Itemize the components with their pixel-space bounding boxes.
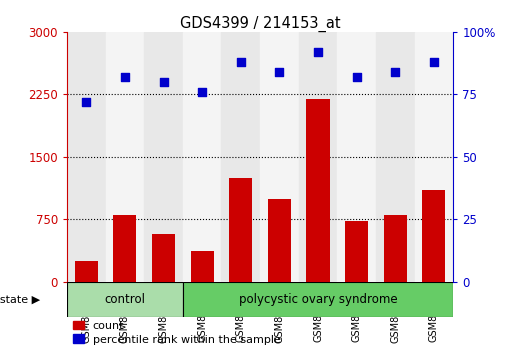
Point [275, 69, 283, 75]
Bar [106, 32, 144, 282]
Point [159, 79, 167, 85]
Point [314, 49, 322, 55]
Bar [376, 32, 415, 282]
Point [82, 99, 91, 105]
Bar [113, 215, 136, 282]
Bar [191, 251, 214, 282]
Point [430, 59, 438, 65]
Bar [422, 190, 445, 282]
Bar [345, 221, 368, 282]
Bar [299, 32, 337, 282]
Point [198, 89, 206, 95]
Point [121, 74, 129, 80]
Bar [183, 282, 453, 317]
Bar [384, 215, 407, 282]
Bar [67, 32, 106, 282]
Legend: count, percentile rank within the sample: count, percentile rank within the sample [73, 321, 280, 344]
Bar [183, 32, 221, 282]
Point [391, 69, 400, 75]
Bar [260, 32, 299, 282]
Text: polycystic ovary syndrome: polycystic ovary syndrome [238, 293, 398, 306]
Bar [221, 32, 260, 282]
Point [236, 59, 245, 65]
Bar [306, 98, 330, 282]
Bar [337, 32, 376, 282]
Bar [144, 32, 183, 282]
Bar [415, 32, 453, 282]
Bar [67, 282, 183, 317]
Text: control: control [105, 293, 145, 306]
Bar [268, 199, 291, 282]
Bar [152, 234, 175, 282]
Bar [75, 261, 98, 282]
Point [352, 74, 360, 80]
Text: disease state ▶: disease state ▶ [0, 295, 40, 304]
Title: GDS4399 / 214153_at: GDS4399 / 214153_at [180, 16, 340, 32]
Bar [229, 178, 252, 282]
